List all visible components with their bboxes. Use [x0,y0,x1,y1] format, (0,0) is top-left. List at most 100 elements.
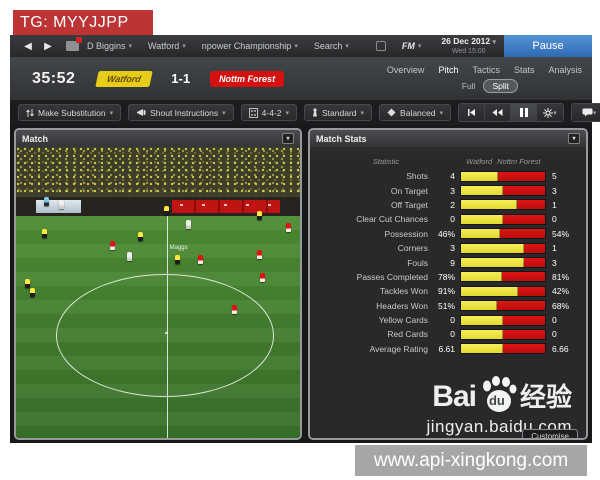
stat-home-value: 9 [450,257,455,268]
date-sub-label: Wed 15:00 [451,48,486,55]
player-white [58,199,64,209]
forward-icon[interactable]: ▶ [44,40,52,52]
chevron-down-icon: ▾ [592,109,597,117]
stat-row: Red Cards 0 0 [310,327,586,341]
stat-bar [460,185,546,197]
window-icon[interactable] [375,41,386,51]
formation-button[interactable]: 4-4-2 ▾ [240,104,298,121]
tab-pitch[interactable]: Pitch [438,64,459,75]
view-toggle: Full Split [461,78,518,93]
collapse-stats-button[interactable]: ▾ [568,133,580,144]
stat-bar-home [461,344,503,354]
stat-row: Tackles Won 91% 42% [310,284,586,298]
nav-club[interactable]: Watford ▾ [140,35,194,57]
fm-menu-label: FM [401,41,415,51]
stat-home-value: 51% [437,300,455,311]
stat-bar-home [461,243,524,253]
stat-away-value: 1 [552,199,557,210]
stats-panel-header: Match Stats ▾ [310,130,586,147]
player-away [257,249,263,259]
shout-instructions-button[interactable]: Shout Instructions ▾ [128,104,234,121]
score: 1-1 [171,71,191,86]
stat-bar [460,228,546,240]
nav-competition-label: npower Championship [201,41,292,51]
inbox-icon[interactable] [66,37,82,51]
match-panel-header: Match ▾ [16,130,300,147]
stat-bar-away [499,229,545,239]
stat-home-value: 0 [450,329,455,340]
stat-bar-home [461,272,503,282]
chevron-down-icon: ▾ [285,109,290,117]
game-window: ◀ ▶ D Biggins ▾ Watford ▾ npower Champions… [10,35,600,443]
player-away [197,255,203,265]
commentary-button[interactable]: ▾ [572,104,600,121]
stat-away-value: 5 [552,171,557,182]
stat-bar-home [461,301,498,311]
customise-button[interactable]: Customise [522,429,578,438]
strategy-button[interactable]: Balanced ▾ [379,104,451,121]
baidu-paw-icon: du [478,376,518,414]
tab-analysis[interactable]: Analysis [548,64,582,75]
player-white [186,220,192,230]
stat-home-value: 78% [437,271,455,282]
column-statistic: Statistic [372,157,400,166]
tab-tactics[interactable]: Tactics [472,64,500,75]
nav-manager[interactable]: D Biggins ▾ [79,35,140,57]
stat-bar-home [461,200,518,210]
back-icon[interactable]: ◀ [24,40,32,52]
view-full[interactable]: Full [461,80,476,91]
skip-start-button[interactable] [459,104,485,121]
date-selector[interactable]: 26 Dec 2012 ▾ Wed 15:00 [441,37,496,55]
stat-bar [460,314,546,326]
baidu-du-text: du [488,393,505,408]
stadium-wall [16,196,300,216]
collapse-match-button[interactable]: ▾ [282,133,294,144]
stat-bar [460,199,546,211]
match-clock: 35:52 [32,69,76,87]
stat-home-value: 6.61 [438,343,455,354]
date-label: 26 Dec 2012 [441,36,491,46]
player-name-label: Maggs [169,245,188,252]
stat-bar-away [524,243,545,253]
nav-search[interactable]: Search ▾ [306,35,357,57]
mentality-button[interactable]: Standard ▾ [304,104,373,121]
stat-away-value: 54% [552,228,570,239]
fm-menu[interactable]: FM ▾ [394,35,430,57]
away-team-badge[interactable]: Nottm Forest [210,70,285,87]
view-split[interactable]: Split [483,78,518,93]
stat-label: Clear Cut Chances [356,214,428,225]
match-panel-title: Match [22,133,49,144]
stat-label: Headers Won [376,300,428,311]
match-3d-view[interactable]: Maggs [16,147,300,438]
ad-board-red [172,199,281,213]
tab-stats[interactable]: Stats [513,64,535,75]
stat-row: Yellow Cards 0 0 [310,313,586,327]
rewind-button[interactable] [485,104,511,121]
stat-bar-away [503,186,545,196]
stat-away-value: 6.66 [552,343,569,354]
stat-bar-home [461,229,500,239]
stats-body: Statistic Watford Nottm Forest Shots 4 5 On… [310,154,586,438]
chevron-down-icon: ▾ [345,43,349,50]
make-substitution-button[interactable]: Make Substitution ▾ [18,104,122,121]
players-layer: Maggs [16,147,300,438]
stat-label: Fouls [407,257,428,268]
stat-bar-home [461,214,503,224]
stat-row: Shots 4 5 [310,169,586,183]
pause-playback-button[interactable] [511,104,537,121]
settings-button[interactable]: ▾ [537,104,563,121]
stat-home-value: 91% [437,286,455,297]
player-home [138,231,144,241]
nav-competition[interactable]: npower Championship ▾ [194,35,306,57]
tg-watermark: TG: MYYJJPP [13,10,153,36]
stat-row: Average Rating 6.61 6.66 [310,342,586,356]
tab-overview[interactable]: Overview [386,64,425,75]
stat-label: Passes Completed [356,271,428,282]
home-team-badge[interactable]: Watford [95,70,153,87]
gear-icon [543,107,554,118]
pause-button[interactable]: Pause [504,35,592,57]
stat-bar [460,328,546,340]
chevron-down-icon: ▾ [492,39,496,46]
stat-bar-home [461,286,519,296]
chevron-down-icon: ▾ [417,43,422,50]
